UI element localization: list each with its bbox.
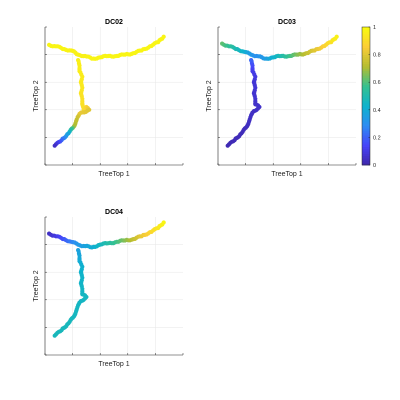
colorbar-band	[362, 139, 370, 143]
colorbar-band	[362, 29, 370, 32]
data-point	[52, 143, 57, 148]
colorbar-band	[362, 77, 370, 81]
data-point	[161, 220, 166, 225]
colorbar-band	[362, 121, 370, 124]
colorbar-band	[362, 50, 370, 53]
colorbar-band	[362, 93, 370, 97]
x-axis-label: TreeTop 1	[98, 171, 129, 178]
colorbar-band	[362, 105, 370, 108]
colorbar-band	[362, 119, 370, 122]
colorbar-band	[362, 158, 370, 161]
colorbar-band	[362, 73, 370, 76]
colorbar-band	[362, 47, 370, 51]
colorbar-tick-label: 0.6	[373, 80, 381, 86]
colorbar-band	[362, 82, 370, 85]
colorbar-band	[362, 135, 370, 138]
colorbar-band	[362, 148, 370, 152]
colorbar-band	[362, 33, 370, 37]
x-axis-label: TreeTop 1	[98, 361, 129, 368]
colorbar-band	[362, 153, 370, 157]
y-axis-label: TreeTop 2	[206, 80, 213, 111]
panel-dc02: DC02 TreeTop 1 TreeTop 2	[33, 19, 184, 178]
data-point	[161, 34, 166, 39]
data-point	[334, 34, 339, 39]
colorbar-band	[362, 114, 370, 118]
colorbar-tick-label: 0.4	[373, 108, 381, 114]
colorbar-band	[362, 31, 370, 35]
panel-dc03: DC03 TreeTop 1 TreeTop 2	[206, 19, 357, 178]
colorbar-band	[362, 160, 370, 164]
colorbar-band	[362, 146, 370, 150]
colorbar-band	[362, 43, 370, 46]
colorbar-band	[362, 132, 370, 136]
colorbar-band	[362, 40, 370, 44]
colorbar-band	[362, 125, 370, 129]
colorbar-tick-label: 1	[373, 25, 376, 31]
colorbar-band	[362, 59, 370, 62]
colorbar-band	[362, 36, 370, 39]
colorbar-band	[362, 151, 370, 154]
colorbar-band	[362, 91, 370, 95]
panel-title: DC03	[278, 19, 296, 26]
panel-dc04: DC04 TreeTop 1 TreeTop 2	[33, 209, 184, 368]
data-point	[225, 143, 230, 148]
colorbar-band	[362, 86, 370, 90]
x-axis-label: TreeTop 1	[271, 171, 302, 178]
y-axis-label: TreeTop 2	[33, 270, 40, 301]
colorbar-band	[362, 68, 370, 72]
colorbar-frame	[361, 26, 371, 166]
colorbar-band	[362, 45, 370, 49]
colorbar-band	[362, 54, 370, 58]
colorbar-band	[362, 38, 370, 42]
y-axis-label: TreeTop 2	[33, 80, 40, 111]
colorbar-band	[362, 109, 370, 113]
colorbar: 0 0.2 0.4 0.6 0.8 1	[361, 25, 381, 169]
colorbar-tick-label: 0.2	[373, 135, 381, 141]
panel-title: DC02	[105, 19, 123, 26]
colorbar-band	[362, 112, 370, 115]
colorbar-band	[362, 98, 370, 101]
colorbar-band	[362, 56, 370, 60]
colorbar-band	[362, 162, 370, 166]
colorbar-band	[362, 52, 370, 55]
colorbar-band	[362, 79, 370, 83]
colorbar-tick-label: 0.8	[373, 53, 381, 59]
colorbar-band	[362, 137, 370, 141]
colorbar-band	[362, 144, 370, 147]
colorbar-band	[362, 66, 370, 69]
colorbar-band	[362, 27, 370, 30]
colorbar-band	[362, 102, 370, 106]
colorbar-band	[362, 63, 370, 67]
data-point	[52, 333, 57, 338]
colorbar-band	[362, 89, 370, 92]
colorbar-tick-label: 0	[373, 163, 376, 169]
colorbar-band	[362, 130, 370, 134]
colorbar-band	[362, 96, 370, 99]
panel-title: DC04	[105, 209, 123, 216]
colorbar-band	[362, 75, 370, 78]
colorbar-band	[362, 107, 370, 111]
colorbar-band	[362, 84, 370, 88]
colorbar-band	[362, 123, 370, 127]
colorbar-band	[362, 100, 370, 104]
colorbar-band	[362, 142, 370, 145]
colorbar-band	[362, 128, 370, 131]
colorbar-band	[362, 116, 370, 120]
colorbar-band	[362, 155, 370, 159]
colorbar-band	[362, 61, 370, 65]
colorbar-band	[362, 70, 370, 74]
